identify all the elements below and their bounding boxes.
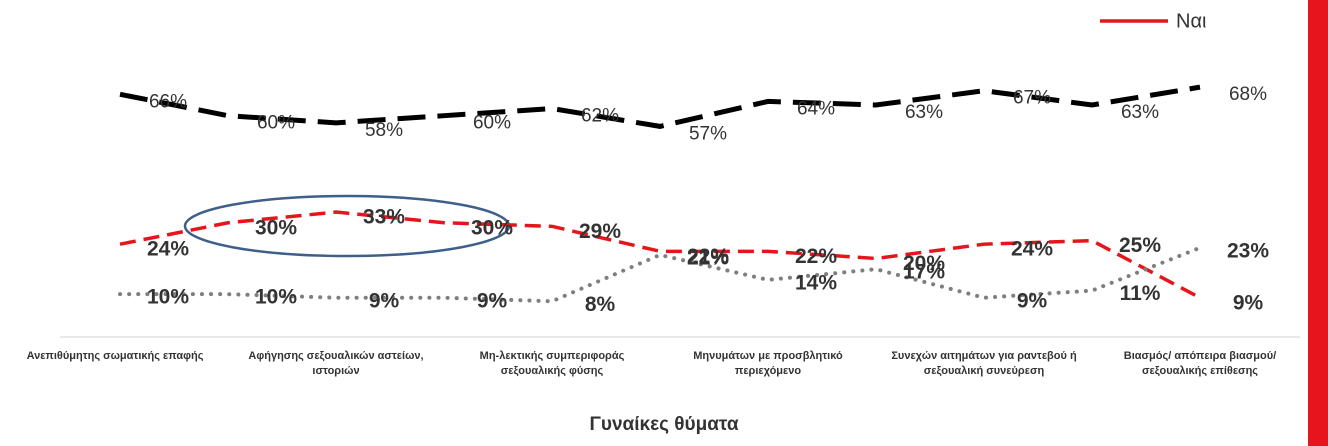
x-tick-label: Συνεχών αιτημάτων για ραντεβού ή σεξουαλ… — [891, 350, 1077, 377]
data-label: 24% — [1011, 238, 1053, 261]
data-label: 22% — [687, 245, 729, 268]
data-label: 25% — [1119, 234, 1161, 257]
x-tick-label: Μη-λεκτικής συμπεριφοράς σεξουαλικής φύσ… — [479, 350, 625, 377]
x-tick-label: Μηνυμάτων με προσβλητικό περιεχόμενο — [693, 350, 843, 377]
data-label: 17% — [903, 261, 945, 284]
data-label: 30% — [255, 216, 297, 239]
data-label: 10% — [147, 286, 189, 309]
data-label: 58% — [365, 120, 403, 141]
data-label: 29% — [579, 220, 621, 243]
data-label: 9% — [369, 289, 400, 312]
x-axis-title: Γυναίκες θύματα — [589, 414, 738, 435]
data-label: 63% — [1121, 102, 1159, 123]
data-label: 21% — [687, 246, 729, 269]
x-tick-label: Βιασμός/ απόπειρα βιασμού/ σεξουαλικής ε… — [1123, 350, 1277, 377]
data-label: 60% — [257, 113, 295, 134]
data-label: 22% — [795, 245, 837, 268]
data-label: 30% — [471, 216, 513, 239]
x-tick-label: Αφήγησης σεξουαλικών αστείων, ιστοριών — [248, 350, 424, 377]
data-label: 10% — [255, 286, 297, 309]
legend-label: Ναι — [1176, 10, 1206, 32]
data-label: 64% — [797, 98, 835, 119]
series-line — [119, 210, 1201, 300]
data-label: 9% — [1233, 291, 1264, 314]
series-line — [119, 84, 1201, 129]
data-label: 67% — [1013, 88, 1051, 109]
data-label: 11% — [1120, 282, 1161, 305]
data-label: 62% — [581, 106, 619, 127]
data-label: 8% — [585, 293, 616, 316]
data-label: 66% — [149, 91, 187, 112]
x-tick-label: Ανεπιθύμητης σωματικής επαφής — [26, 350, 204, 362]
data-label: 14% — [795, 271, 837, 294]
data-label: 33% — [363, 206, 405, 229]
data-label: 68% — [1229, 84, 1267, 105]
data-label: 63% — [905, 102, 943, 123]
data-label: 57% — [689, 123, 727, 144]
data-label: 24% — [147, 238, 189, 261]
series-line — [118, 245, 1202, 304]
data-label: 20% — [903, 252, 945, 275]
data-label: 9% — [477, 289, 508, 312]
side-bar — [1308, 0, 1328, 446]
data-label: 9% — [1017, 289, 1048, 312]
data-label: 60% — [473, 113, 511, 134]
data-label: 23% — [1227, 239, 1269, 262]
highlight-ellipse — [183, 194, 511, 258]
